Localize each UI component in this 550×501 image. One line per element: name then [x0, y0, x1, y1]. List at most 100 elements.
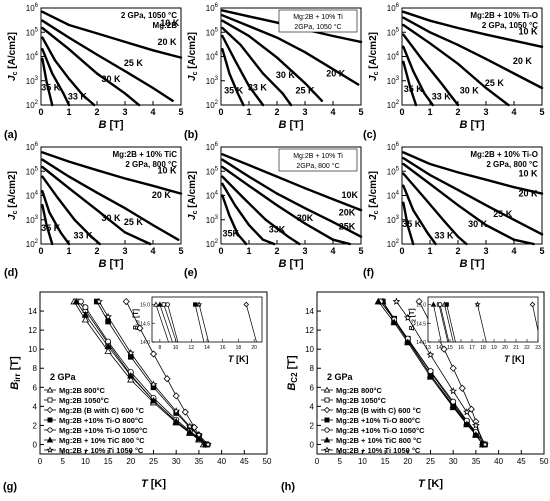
marker-diamond	[440, 345, 448, 353]
annotation-text: 2GPa, 1050 °C	[294, 23, 341, 31]
y-tick-label: 10	[28, 345, 37, 354]
y-tick-label: 106	[206, 3, 219, 13]
series-curve	[221, 14, 360, 86]
x-tick-label: 15	[104, 457, 113, 466]
data-point	[412, 242, 415, 246]
series-curve	[221, 165, 351, 246]
data-point	[236, 233, 239, 236]
data-point	[149, 242, 152, 246]
field-panel-g: 0 2 4 6 8 10 12 14 0 5 10 15 20 25 30 35 40 45 50 T [K] Birr…	[9, 291, 272, 490]
x-axis-symbol: B	[459, 119, 467, 131]
y-tick-label: 104	[26, 52, 39, 62]
series-label: 25 K	[493, 209, 513, 219]
marker-triangle	[323, 436, 331, 443]
series-curve	[402, 33, 460, 107]
x-axis-label: B [T]	[278, 258, 303, 270]
data-point	[532, 242, 535, 246]
panel-label: (h)	[281, 481, 295, 493]
series-label: 33 K	[73, 230, 93, 240]
data-point	[62, 92, 65, 95]
data-point	[428, 19, 432, 22]
data-point	[242, 196, 245, 199]
inset-y-tick-label: 15.0	[416, 303, 426, 309]
panel-label: (e)	[184, 267, 198, 279]
data-point	[484, 33, 488, 36]
y-tick-label: 102	[206, 239, 219, 249]
y-axis-subscript: c	[192, 71, 199, 75]
data-point	[123, 177, 127, 180]
marker-star	[46, 446, 54, 453]
x-axis-label: T [K]	[418, 478, 443, 490]
data-point	[67, 48, 71, 51]
series-label: 20 K	[326, 68, 346, 78]
y-tick-exponent: 4	[215, 191, 219, 197]
data-point	[423, 92, 426, 95]
y-tick-label: 106	[26, 142, 39, 152]
marker-diamond	[122, 297, 130, 306]
series-curve	[402, 184, 437, 246]
inset-x-tick-label: 15	[447, 345, 453, 351]
data-point	[264, 218, 267, 221]
x-tick-label: 15	[381, 457, 390, 466]
data-point	[123, 69, 127, 73]
data-point	[507, 103, 510, 107]
data-point	[484, 204, 488, 207]
y-tick-label: 103	[206, 215, 219, 225]
y-tick-label: 104	[26, 191, 39, 201]
marker-triangle	[374, 297, 382, 305]
y-tick-label: 103	[206, 76, 219, 86]
data-point	[242, 103, 245, 107]
annotation-text: 2 GPa	[50, 372, 77, 382]
marker-diamond	[243, 301, 250, 308]
inset-x-tick-label: 20	[502, 345, 508, 351]
annotation-box	[278, 9, 358, 33]
data-point	[303, 222, 307, 225]
x-tick-label: 1	[427, 107, 432, 117]
data-point	[348, 242, 351, 246]
data-point	[95, 32, 99, 35]
inset-line	[163, 304, 177, 343]
data-point	[247, 34, 251, 38]
y-tick-label: 106	[206, 142, 219, 152]
x-tick-label: 4	[150, 107, 155, 117]
data-point	[95, 169, 99, 172]
series-curve	[402, 16, 544, 90]
y-axis-unit: [A/cm2]	[187, 171, 198, 210]
series-label: 33 K	[432, 91, 452, 101]
y-tick-label: 103	[26, 215, 39, 225]
inset-x-tick-label: 12	[189, 345, 195, 351]
y-tick-exponent: 2	[396, 100, 400, 106]
data-point	[275, 56, 279, 59]
inset-line	[439, 304, 450, 343]
legend-label: Mg:2B + 10% TiC 800 °C	[336, 436, 422, 445]
data-point	[56, 196, 59, 199]
inset-y-unit: [T]	[133, 309, 140, 320]
y-tick-label: 8	[33, 364, 38, 373]
y-axis-symbol: J	[368, 214, 379, 220]
y-tick-label: 104	[387, 52, 400, 62]
data-point	[456, 26, 460, 30]
annotation-text: 2 GPa	[327, 372, 354, 382]
inset-y-tick-label: 15.0	[140, 303, 150, 309]
inset-x-tick-label: 17	[469, 345, 475, 351]
data-point	[303, 51, 307, 54]
data-point	[247, 184, 251, 187]
legend-label: Mg:2B + 10% Ti 1050 °C	[59, 446, 144, 455]
y-tick-label: 10	[305, 345, 314, 354]
data-point	[406, 224, 409, 227]
annotation-text: Mg:2B + 10% Ti-O	[470, 150, 538, 159]
series-line	[377, 301, 484, 445]
data-point	[67, 103, 71, 107]
data-point	[67, 23, 71, 27]
y-tick-label: 14	[28, 307, 37, 316]
y-tick-exponent: 6	[215, 3, 219, 9]
marker-circle	[82, 304, 89, 311]
marker-triangle	[463, 420, 471, 428]
x-tick-label: 4	[511, 246, 516, 256]
data-point	[275, 21, 279, 24]
x-tick-label: 4	[330, 107, 335, 117]
y-tick-label: 104	[387, 191, 400, 201]
annotation-text: Mg:2B	[153, 21, 178, 30]
marker-square	[105, 318, 111, 325]
